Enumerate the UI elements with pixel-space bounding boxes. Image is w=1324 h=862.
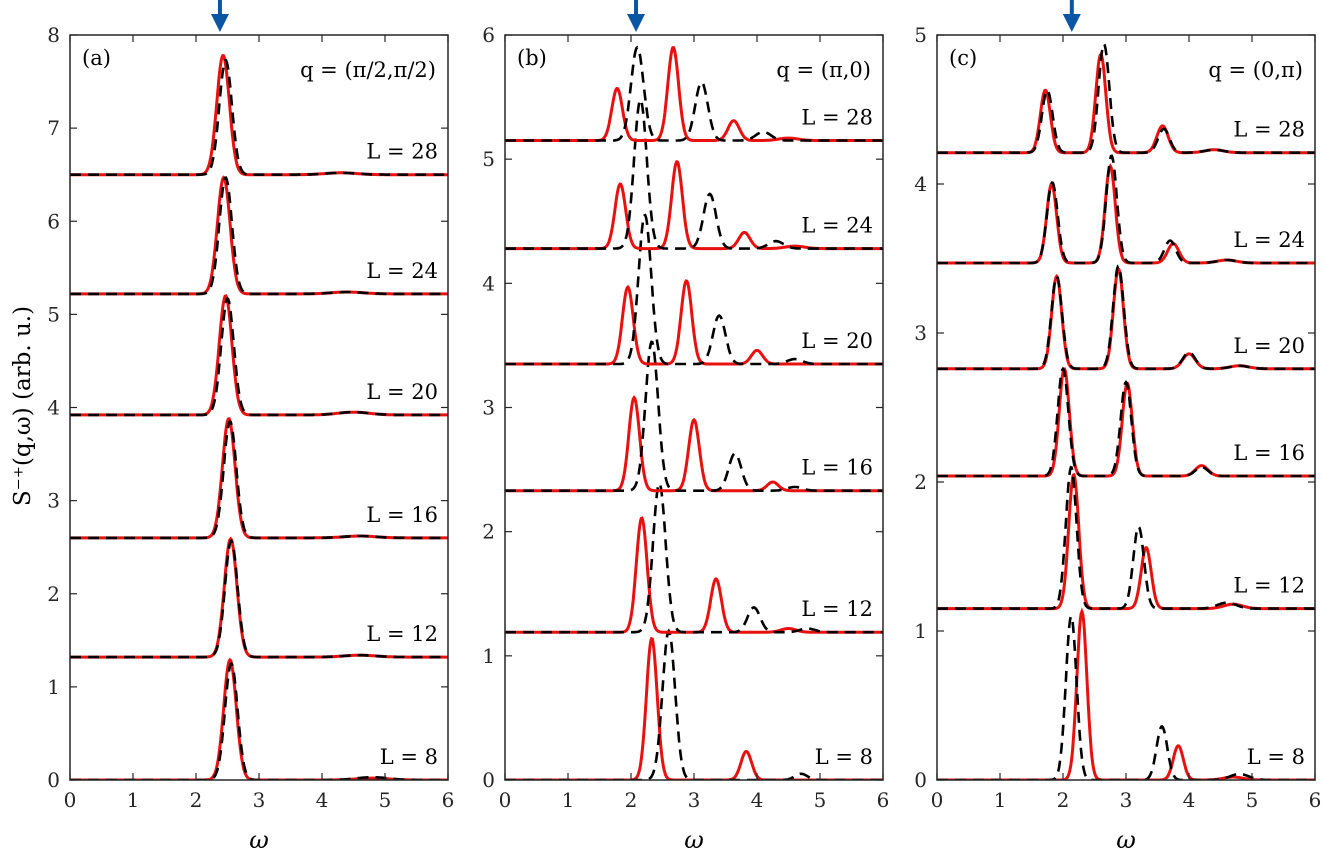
- x-tick-label: 0: [931, 788, 944, 812]
- x-tick-label: 5: [1246, 788, 1259, 812]
- q-label: q = (π/2,π/2): [300, 58, 436, 82]
- q-label: q = (π,0): [776, 58, 871, 82]
- series-label-L20: L = 20: [366, 380, 438, 404]
- axes-frame: [936, 34, 1316, 781]
- series-label-L16: L = 16: [801, 456, 873, 480]
- y-tick-label: 6: [482, 23, 495, 47]
- x-tick-label: 3: [1120, 788, 1133, 812]
- series-black-L24: [505, 97, 883, 250]
- x-axis-label: ω: [1116, 826, 1136, 854]
- series-label-L20: L = 20: [1233, 334, 1305, 358]
- plot-area: [505, 45, 883, 780]
- series-label-L12: L = 12: [1233, 574, 1305, 598]
- series-black-L16: [505, 340, 883, 492]
- y-tick-label: 4: [482, 271, 495, 295]
- axes-frame: [504, 34, 884, 781]
- series-label-L28: L = 28: [1233, 118, 1305, 142]
- series-black-L20: [70, 296, 448, 417]
- series-black-L20: [505, 213, 883, 366]
- panel-tag: (c): [949, 46, 977, 70]
- x-tick-label: 6: [442, 788, 455, 812]
- x-axis-label: ω: [684, 826, 704, 854]
- series-black-L16: [70, 419, 448, 540]
- x-tick-label: 5: [814, 788, 827, 812]
- y-tick-label: 7: [47, 116, 60, 140]
- y-tick-label: 0: [47, 768, 60, 792]
- x-tick-label: 3: [688, 788, 701, 812]
- series-label-L8: L = 8: [380, 745, 438, 769]
- y-tick-label: 5: [47, 302, 60, 326]
- series-label-L24: L = 24: [1233, 228, 1305, 252]
- plot-area: [937, 41, 1315, 780]
- y-tick-label: 2: [482, 520, 495, 544]
- x-tick-label: 4: [316, 788, 329, 812]
- series-label-L12: L = 12: [366, 622, 438, 646]
- panel-tag: (a): [82, 46, 111, 70]
- series-label-L24: L = 24: [801, 214, 873, 238]
- series-label-L16: L = 16: [1233, 441, 1305, 465]
- y-tick-label: 3: [47, 489, 60, 513]
- x-tick-label: 2: [190, 788, 203, 812]
- y-tick-label: 8: [47, 23, 60, 47]
- y-tick-label: 2: [47, 582, 60, 606]
- y-tick-label: 2: [914, 470, 927, 494]
- x-tick-label: 0: [64, 788, 77, 812]
- q-label: q = (0,π): [1208, 58, 1303, 82]
- x-tick-label: 6: [877, 788, 890, 812]
- series-label-L28: L = 28: [801, 106, 873, 130]
- series-label-L12: L = 12: [801, 597, 873, 621]
- series-black-L28: [70, 58, 448, 176]
- y-tick-label: 0: [482, 768, 495, 792]
- series-black-L20: [937, 264, 1315, 371]
- x-tick-label: 6: [1309, 788, 1322, 812]
- plot-area: [70, 53, 448, 780]
- y-tick-label: 6: [47, 209, 60, 233]
- series-black-L12: [505, 480, 883, 634]
- y-tick-label: 1: [47, 675, 60, 699]
- panel-tag: (b): [517, 46, 547, 70]
- x-tick-label: 4: [1183, 788, 1196, 812]
- arrow-marker-icon: [627, 0, 646, 32]
- series-black-L12: [70, 538, 448, 659]
- series-black-L24: [70, 176, 448, 296]
- series-black-L24: [937, 154, 1315, 265]
- series-label-L16: L = 16: [366, 503, 438, 527]
- y-tick-label: 4: [914, 172, 927, 196]
- x-tick-label: 0: [499, 788, 512, 812]
- x-tick-label: 5: [379, 788, 392, 812]
- y-tick-label: 4: [47, 396, 60, 420]
- x-tick-label: 1: [562, 788, 575, 812]
- series-label-L28: L = 28: [366, 140, 438, 164]
- x-tick-label: 2: [625, 788, 638, 812]
- panel-b: L = 8 L = 12 L = 16 L = 20 L = 24 L = 28 0 1 2 3 4…: [482, 0, 889, 854]
- y-axis-label: S⁻⁺(q,ω) (arb. u.): [10, 306, 36, 506]
- x-tick-label: 1: [994, 788, 1007, 812]
- series-label-L24: L = 24: [366, 259, 438, 283]
- y-tick-label: 1: [482, 644, 495, 668]
- y-tick-label: 3: [482, 396, 495, 420]
- series-label-L8: L = 8: [815, 745, 873, 769]
- arrow-marker-icon: [1062, 0, 1081, 32]
- x-axis-label: ω: [249, 826, 269, 854]
- y-tick-label: 1: [914, 619, 927, 643]
- panel-a: L = 8 L = 12 L = 16 L = 20 L = 24 L = 28 0 1 2 3 4…: [47, 0, 454, 854]
- y-tick-label: 0: [914, 768, 927, 792]
- x-tick-label: 4: [751, 788, 764, 812]
- series-label-L8: L = 8: [1247, 745, 1305, 769]
- series-label-L20: L = 20: [801, 329, 873, 353]
- series-black-L28: [937, 41, 1315, 154]
- panel-c: L = 8 L = 12 L = 16 L = 20 L = 24 L = 28 0 1 2 3 4…: [914, 0, 1321, 854]
- x-tick-label: 3: [253, 788, 266, 812]
- series-black-L16: [937, 366, 1315, 478]
- y-tick-label: 5: [914, 23, 927, 47]
- y-tick-label: 5: [482, 147, 495, 171]
- series-black-L12: [937, 465, 1315, 610]
- x-tick-label: 2: [1057, 788, 1070, 812]
- y-tick-label: 3: [914, 321, 927, 345]
- x-tick-label: 1: [127, 788, 140, 812]
- series-black-L28: [505, 45, 883, 142]
- arrow-marker-icon: [210, 0, 229, 32]
